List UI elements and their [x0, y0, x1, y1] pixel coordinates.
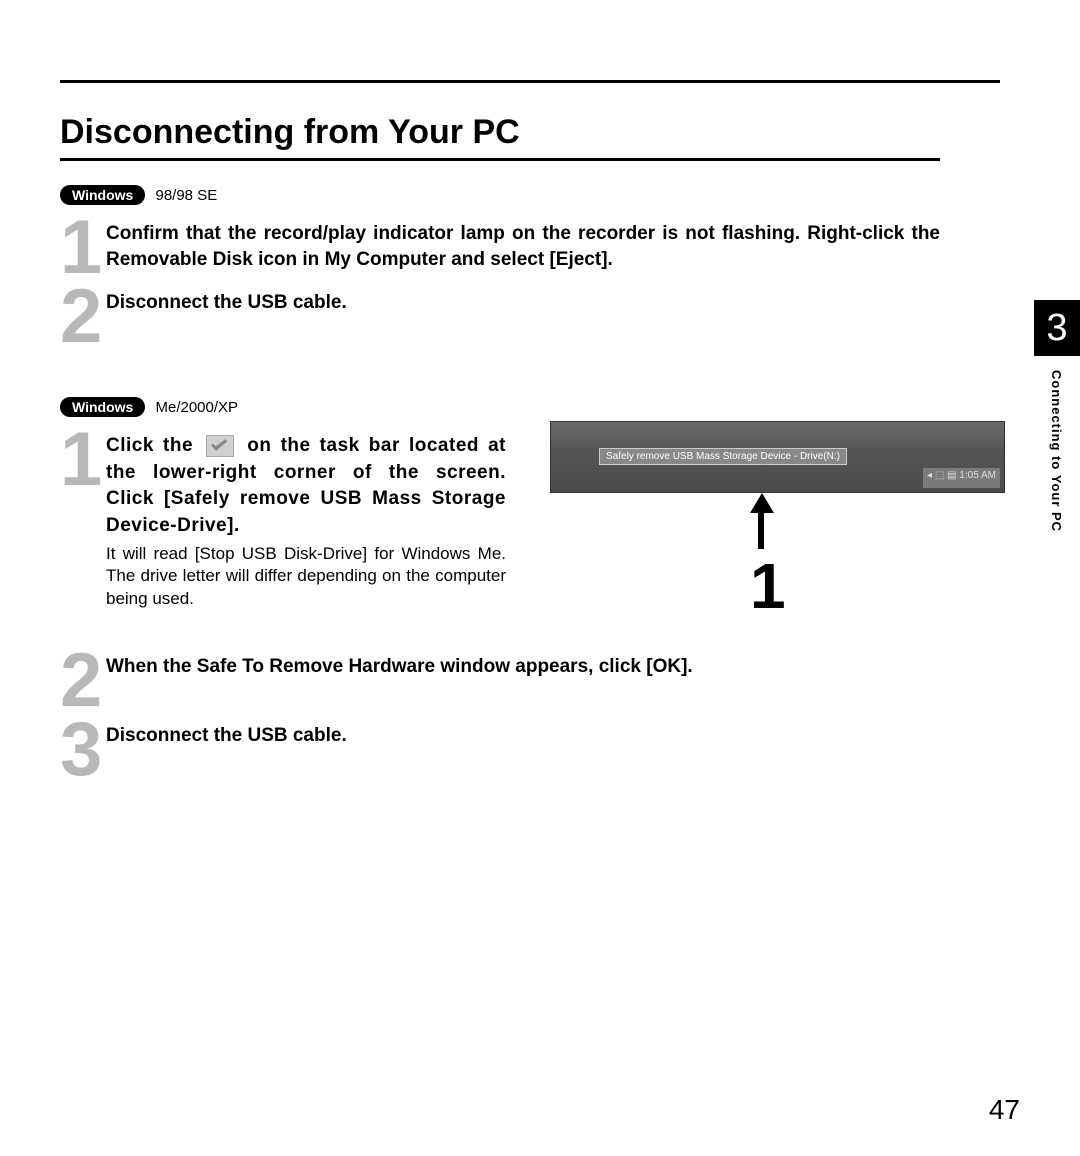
win98-step-2: 2 Disconnect the USB cable.: [60, 288, 940, 345]
step-text: Disconnect the USB cable.: [106, 723, 940, 749]
winxp-step-2: 2 When the Safe To Remove Hardware windo…: [60, 652, 940, 709]
tray-icons: ◂ ⬚ ▤: [927, 470, 959, 481]
content-area: Windows 98/98 SE 1 Confirm that the reco…: [60, 185, 940, 778]
os-heading-win98: Windows 98/98 SE: [60, 185, 940, 205]
os-heading-winxp: Windows Me/2000/XP: [60, 397, 940, 417]
safely-remove-hardware-icon: [206, 435, 234, 457]
step-text: Disconnect the USB cable.: [106, 290, 940, 316]
windows-pill: Windows: [60, 185, 145, 205]
page-number: 47: [989, 1094, 1020, 1126]
tray-tooltip: Safely remove USB Mass Storage Device - …: [599, 448, 847, 465]
windows-pill-note: 98/98 SE: [155, 187, 217, 204]
windows-pill-note: Me/2000/XP: [155, 399, 238, 416]
windows-pill: Windows: [60, 397, 145, 417]
winxp-step-3: 3 Disconnect the USB cable.: [60, 721, 940, 778]
step-number: 2: [60, 288, 106, 345]
step-text: Click the on the task bar located at the…: [106, 433, 506, 539]
step-text: Confirm that the record/play indicator l…: [106, 221, 940, 272]
page-body: Disconnecting from Your PC Windows 98/98…: [60, 80, 1050, 1116]
chapter-side-label: Connecting to Your PC: [1049, 370, 1064, 532]
step-number: 3: [60, 721, 106, 778]
win98-step-1: 1 Confirm that the record/play indicator…: [60, 219, 940, 276]
step-number: 2: [60, 652, 106, 709]
taskbar-screenshot: Safely remove USB Mass Storage Device - …: [550, 421, 1020, 493]
callout-number: 1: [750, 549, 786, 623]
taskbar-image: Safely remove USB Mass Storage Device - …: [550, 421, 1005, 493]
step-note: It will read [Stop USB Disk-Drive] for W…: [106, 543, 506, 609]
page-title: Disconnecting from Your PC: [60, 113, 940, 161]
step-number: 1: [60, 219, 106, 276]
step-number: 1: [60, 431, 106, 488]
system-tray: ◂ ⬚ ▤ 1:05 AM: [923, 468, 1000, 488]
step-text: When the Safe To Remove Hardware window …: [106, 654, 940, 680]
tray-clock: 1:05 AM: [959, 470, 996, 481]
top-rule: [60, 80, 1000, 83]
